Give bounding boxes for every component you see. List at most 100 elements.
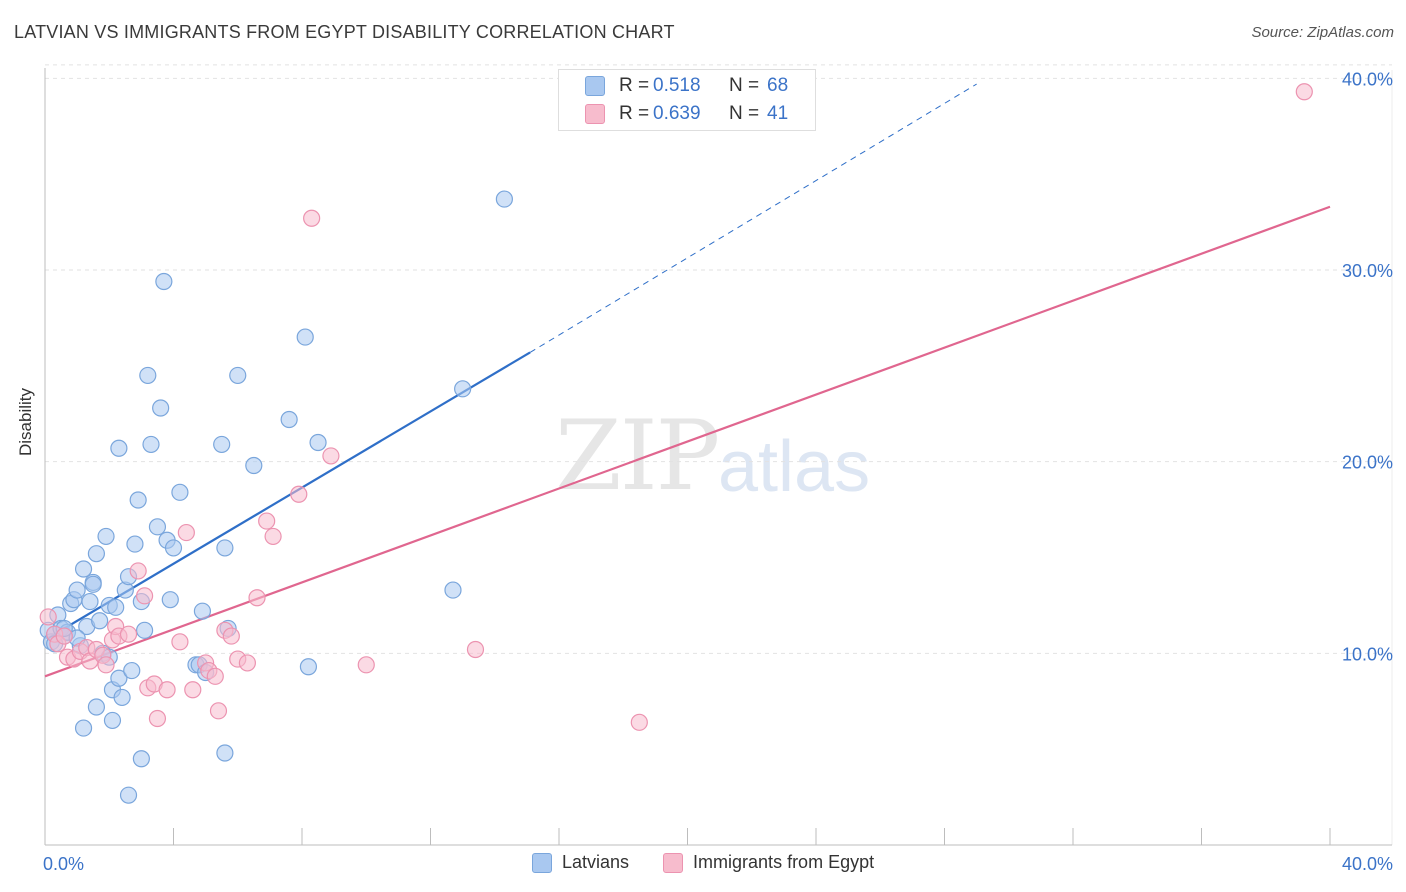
egypt-point [158,681,176,699]
latvian-point [119,786,138,804]
n-label: N = [729,75,760,96]
egypt-point [129,562,147,580]
latvian-point [296,328,314,346]
egypt-point [97,656,115,674]
legend-swatch-latvians [532,852,552,873]
gridlines [45,64,1393,845]
latvian-point [74,560,93,578]
latvian-point [74,719,93,737]
chart-title: LATVIAN VS IMMIGRANTS FROM EGYPT DISABIL… [14,22,675,42]
egypt-point [238,654,256,672]
latvian-point [454,380,472,398]
egypt-point [630,713,648,731]
latvian-point [299,658,318,676]
egypt-point [39,608,57,626]
egypt-point [135,587,154,605]
egypt-point [264,527,282,546]
egypt-point [209,702,228,720]
latvian-point [91,612,109,630]
correlation-legend: R = 0.518 N = 68 R = 0.639 N = 41 [558,69,816,131]
latvian-point [139,366,157,385]
r-label: R = [619,103,650,124]
n-label: N = [729,103,760,124]
legend-item-latvians[interactable]: Latvians [532,852,629,873]
latvian-point [113,688,131,707]
egypt-point [148,709,167,728]
y-tick-label: 20.0% [1342,453,1393,473]
latvian-point [280,410,298,429]
x-tick-label: 40.0% [1342,854,1393,874]
egypt-point [206,667,224,685]
egypt-point [1295,83,1313,101]
latvian-point [152,399,170,417]
latvian-point [123,661,141,680]
legend-swatch-latvians [585,76,605,96]
egypt-point [177,523,195,542]
egypt-point [184,681,202,699]
latvian-point [229,366,247,385]
x-tick-label: 0.0% [43,854,84,874]
egypt-point [222,627,240,645]
latvian-point [97,527,115,546]
data-points [39,83,1313,804]
legend-swatch-egypt [663,852,684,873]
latvian-point [87,545,106,563]
egypt-point [258,512,276,530]
watermark-zip: ZIP [555,400,720,512]
egypt-point [55,627,73,645]
latvian-trend-extension [529,83,977,353]
legend-label-egypt: Immigrants from Egypt [693,852,875,872]
r-label: R = [619,75,650,96]
r-value: 0.518 [653,75,701,96]
egypt-point [466,640,485,659]
egypt-point [303,209,321,227]
latvian-point [171,483,189,501]
latvian-point [216,539,234,557]
latvian-point [81,592,99,611]
legend-label-latvians: Latvians [562,852,630,872]
latvian-point [213,435,231,454]
latvian-point [110,669,128,687]
egypt-point [119,625,138,643]
series-legend: Latvians Immigrants from Egypt [532,852,908,873]
source-credit: Source: ZipAtlas.com [1251,24,1394,41]
axes [44,68,1392,846]
r-value: 0.639 [653,103,701,124]
latvian-point [87,698,106,716]
egypt-point [290,485,308,503]
egypt-point [171,633,189,651]
n-value: 68 [767,75,789,96]
latvian-point [495,190,513,208]
n-value: 41 [767,103,789,124]
latvian-point [148,518,167,536]
latvian-point [444,581,462,599]
y-tick-label: 10.0% [1342,644,1393,664]
y-tick-label: 40.0% [1342,69,1393,89]
y-tick-label: 30.0% [1342,261,1393,281]
egypt-point [322,447,340,465]
egypt-point [357,656,375,674]
latvian-point [135,621,154,639]
legend-swatch-egypt [585,104,605,124]
latvian-point [132,750,150,768]
latvian-point [84,575,102,593]
tick-labels: 10.0% 20.0% 30.0% 40.0% 0.0% 40.0% [43,69,1393,874]
latvian-point [110,439,128,457]
legend-item-egypt[interactable]: Immigrants from Egypt [663,852,874,873]
latvian-point [107,598,125,616]
egypt-point [248,589,266,607]
latvian-point [68,581,86,599]
latvian-point [193,602,212,620]
latvian-point [126,535,144,553]
egypt-trend-line [44,205,1331,678]
watermark-atlas: atlas [718,427,871,507]
latvian-point [129,491,147,509]
latvian-point [142,435,160,454]
latvian-point [309,433,327,452]
latvian-point [245,456,263,475]
latvian-point [103,711,122,730]
latvian-point [155,272,173,291]
latvian-point [164,539,183,557]
latvian-point [161,591,179,609]
